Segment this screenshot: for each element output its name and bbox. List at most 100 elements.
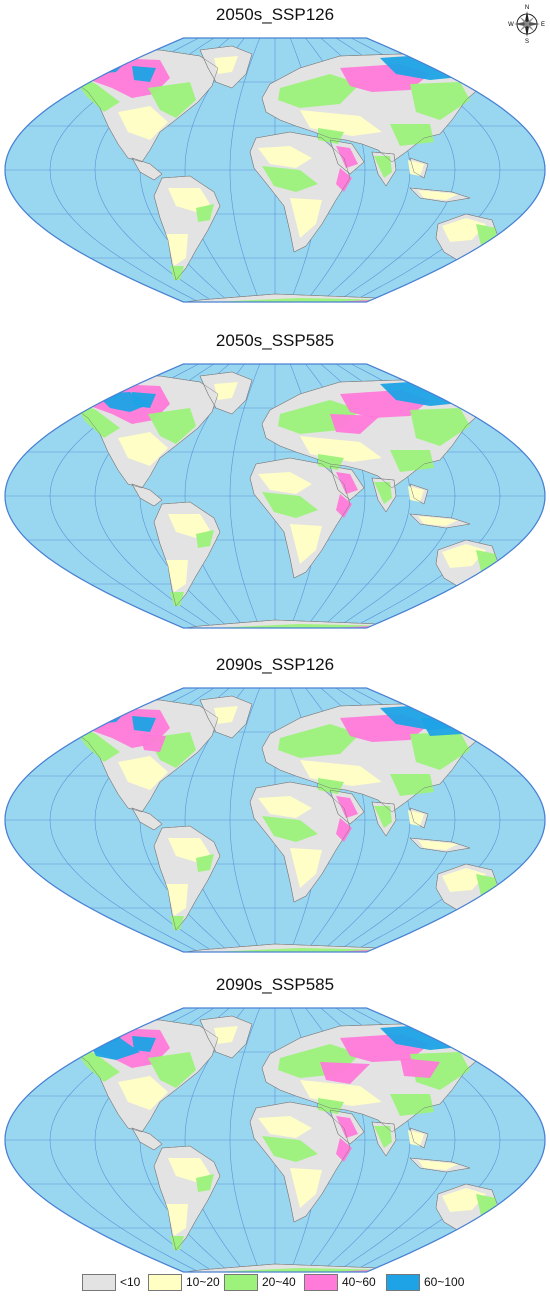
class-patch [442,868,486,892]
class-patch [278,74,360,108]
class-patch [214,706,238,724]
compass-e: E [541,22,545,28]
world-map [4,37,546,318]
class-patch [118,1076,168,1110]
class-patch [390,1094,434,1116]
class-patch [196,854,214,872]
class-patch [168,514,210,538]
class-patch [148,82,196,118]
class-patch [166,884,188,916]
land-antarctica [111,943,467,952]
class-patch [148,408,196,444]
legend-swatch [224,1274,258,1291]
class-patch [118,106,168,140]
class-patch [374,806,392,828]
legend-swatch [386,1274,420,1291]
class-patch [400,1058,440,1078]
class-patch [408,486,424,502]
class-patch [148,1052,196,1088]
class-patch [408,160,424,176]
class-patch [336,818,352,842]
class-patch [262,166,318,192]
class-patch [374,1126,392,1148]
class-patch [118,756,168,790]
class-patch [258,796,312,818]
panel-title: 2050s_SSP585 [215,331,335,350]
class-patch [290,1168,322,1208]
class-patch [132,1036,156,1052]
map-frame [4,687,546,953]
class-patch [160,630,210,644]
class-patch [410,82,470,120]
class-patch [442,1188,486,1212]
panel-title: 2090s_SSP126 [215,655,335,674]
class-patch [258,1116,312,1138]
class-patch [160,304,210,318]
class-patch [120,298,450,302]
class-patch [290,524,322,564]
class-patch [336,1138,352,1162]
class-patch [418,1160,458,1170]
class-patch [118,432,168,466]
legend-label: 40~60 [342,1275,376,1289]
class-patch [214,1026,238,1044]
map-frame [4,1007,546,1273]
class-patch [408,810,424,826]
class-patch [336,1116,358,1138]
class-patch [196,204,214,222]
compass-rose-icon: N S W E [508,5,545,44]
class-patch [176,634,194,644]
class-patch [410,408,470,446]
class-patch [320,1062,370,1084]
class-patch [132,66,156,82]
legend-label: 10~20 [186,1275,220,1289]
class-patch [166,560,188,592]
land-antarctica [111,293,467,302]
class-patch [262,816,318,842]
class-patch [290,848,322,888]
class-patch [262,1136,318,1162]
class-patch [258,146,312,168]
class-patch [140,734,166,752]
class-patch [196,1174,214,1192]
map-frame [4,363,546,629]
class-patch [176,308,194,318]
class-patch [418,190,458,200]
class-patch [390,124,434,146]
class-patch [442,218,486,242]
class-patch [168,838,210,862]
class-patch [336,494,352,518]
class-patch [442,544,486,568]
compass-w: W [508,22,514,28]
coastlines [61,371,501,628]
map-frame [4,37,546,303]
legend-label: 20~40 [262,1275,296,1289]
class-patch [214,56,238,74]
class-patch [214,382,238,400]
compass-n: N [525,5,529,11]
class-patch [262,492,318,518]
class-patch [166,1204,188,1236]
class-patch [120,624,450,628]
class-patch [336,168,352,192]
panel-title: 2090s_SSP585 [215,975,335,994]
class-patch [166,234,188,266]
class-patch [418,516,458,526]
legend-swatch [148,1274,182,1291]
class-patch [336,472,358,494]
class-patch [390,450,434,472]
legend-label: 60~100 [424,1275,465,1289]
class-patch [336,146,358,168]
legend-label: <10 [120,1275,141,1289]
world-map [4,1007,546,1273]
class-patch [336,796,358,818]
class-patch [410,732,470,770]
class-patch [168,1158,210,1182]
class-patch [132,716,156,732]
panel-title: 2050s_SSP126 [215,5,335,24]
class-patch [176,958,194,968]
class-patch [330,414,380,434]
legend-swatch [304,1274,338,1291]
class-patch [258,472,312,494]
land-antarctica [111,619,467,628]
